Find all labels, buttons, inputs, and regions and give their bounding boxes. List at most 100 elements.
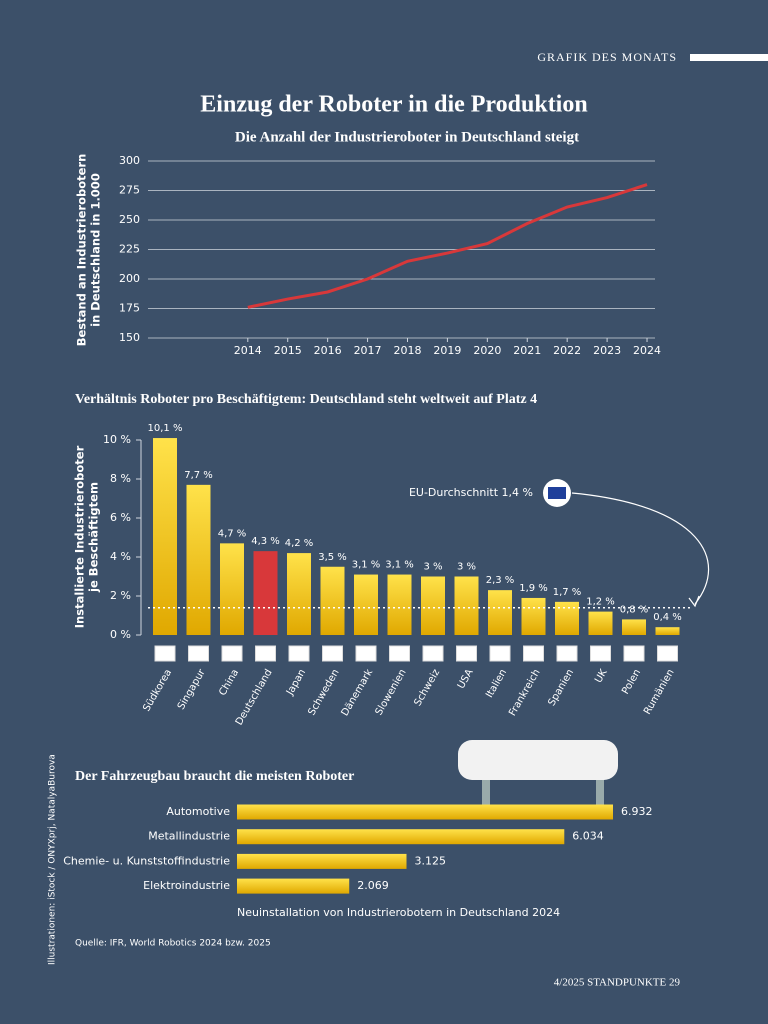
bar: [237, 853, 407, 869]
y-tick-label: 200: [119, 272, 140, 285]
value-label: 3,1 %: [385, 560, 414, 571]
bar: [588, 611, 613, 635]
y-tick-label: 300: [119, 154, 140, 167]
car-body: [458, 740, 618, 780]
value-label: 3.125: [415, 854, 447, 867]
flag: [288, 645, 310, 662]
bar: [454, 576, 479, 635]
value-label: 0,8 %: [620, 604, 649, 615]
arrow: [571, 492, 710, 605]
bar: [488, 590, 512, 635]
value-label: 3 %: [457, 562, 476, 573]
bar: [387, 574, 412, 635]
y-tick-label: 175: [119, 302, 140, 315]
flag: [623, 645, 645, 662]
flag: [489, 645, 511, 662]
value-label: 3,5 %: [318, 552, 347, 563]
bar: [421, 576, 445, 635]
value-label: 6.034: [572, 830, 604, 843]
value-label: 4,2 %: [285, 538, 314, 549]
flag: [188, 645, 209, 662]
category-label: Chemie- u. Kunststoffindustrie: [63, 854, 230, 867]
bar: [521, 597, 546, 635]
header-bar: [690, 54, 768, 61]
flag: [590, 645, 611, 662]
value-label: 4,3 %: [251, 536, 280, 547]
x-axis-label: Neuinstallation von Industrierobotern in…: [237, 906, 560, 919]
bar: [253, 551, 278, 635]
x-tick-label: 2017: [354, 344, 382, 357]
bar: [153, 438, 177, 635]
value-label: 1,7 %: [553, 587, 582, 598]
y-axis-label: in Deutschland in 1.000: [89, 173, 103, 327]
value-label: 10,1 %: [148, 423, 183, 434]
lift: [596, 780, 604, 810]
value-label: 3,1 %: [352, 560, 381, 571]
category-label: Automotive: [166, 805, 230, 818]
bar: [186, 484, 211, 635]
flag: [422, 645, 444, 662]
y-tick-label: 225: [119, 243, 140, 256]
bar: [220, 543, 244, 635]
value-label: 6.932: [621, 805, 653, 818]
y-tick-label: 10 %: [103, 433, 131, 446]
source: Quelle: IFR, World Robotics 2024 bzw. 20…: [75, 939, 271, 949]
x-tick-label: 2019: [433, 344, 461, 357]
value-label: 2,3 %: [486, 575, 515, 586]
bar: [237, 829, 565, 845]
footer: 4/2025 STANDPUNKTE 29: [554, 977, 681, 989]
bar: [237, 878, 350, 894]
y-tick-label: 0 %: [110, 628, 131, 641]
line: [247, 183, 648, 309]
credit: Illustrationen: iStock / ONYXprj, Nataly…: [48, 754, 58, 965]
value-label: 7,7 %: [184, 470, 213, 481]
value-label: 0,4 %: [653, 612, 682, 623]
flag: [322, 645, 343, 662]
y-tick-label: 4 %: [110, 550, 131, 563]
value-label: 1,9 %: [519, 583, 548, 594]
lift: [482, 780, 490, 810]
category-label: Metallindustrie: [148, 830, 230, 843]
bar: [555, 601, 579, 635]
header: GRAFIK DES MONATS: [537, 50, 677, 64]
x-tick-label: 2014: [234, 344, 262, 357]
x-tick-label: 2022: [553, 344, 581, 357]
reference-label: EU-Durchschnitt 1,4 %: [409, 486, 533, 499]
bar: [622, 619, 646, 635]
flag: [255, 645, 276, 662]
y-axis-label: Bestand an Industrierobotern: [75, 154, 89, 347]
eu-flag: [548, 487, 566, 499]
bar: [237, 804, 613, 820]
y-tick-label: 150: [119, 331, 140, 344]
chart-title: Verhältnis Roboter pro Beschäftigtem: De…: [75, 392, 537, 407]
flag: [355, 645, 377, 662]
flag: [657, 645, 678, 662]
flag: [154, 645, 176, 662]
bar: [287, 553, 311, 635]
flag: [523, 645, 544, 662]
value-label: 4,7 %: [218, 528, 247, 539]
y-tick-label: 2 %: [110, 589, 131, 602]
x-tick-label: 2021: [513, 344, 541, 357]
bar: [655, 627, 680, 635]
flag: [456, 645, 477, 662]
x-tick-label: 2016: [314, 344, 342, 357]
y-axis-label: je Beschäftigtem: [87, 482, 101, 593]
page-title: Einzug der Roboter in die Produktion: [200, 92, 587, 118]
x-tick-label: 2015: [274, 344, 302, 357]
arrow-head: [688, 595, 700, 608]
value-label: 3 %: [423, 562, 442, 573]
bar: [320, 566, 345, 635]
x-tick-label: 2018: [393, 344, 421, 357]
flag: [389, 645, 410, 662]
chart-title: Die Anzahl der Industrieroboter in Deuts…: [235, 129, 579, 145]
flag: [556, 645, 578, 662]
chart-title: Der Fahrzeugbau braucht die meisten Robo…: [75, 769, 354, 784]
y-tick-label: 6 %: [110, 511, 131, 524]
category-label: Elektroindustrie: [143, 879, 230, 892]
y-tick-label: 250: [119, 213, 140, 226]
y-tick-label: 8 %: [110, 472, 131, 485]
flag: [221, 645, 243, 662]
y-axis-label: Installierte Industrieroboter: [73, 445, 87, 628]
